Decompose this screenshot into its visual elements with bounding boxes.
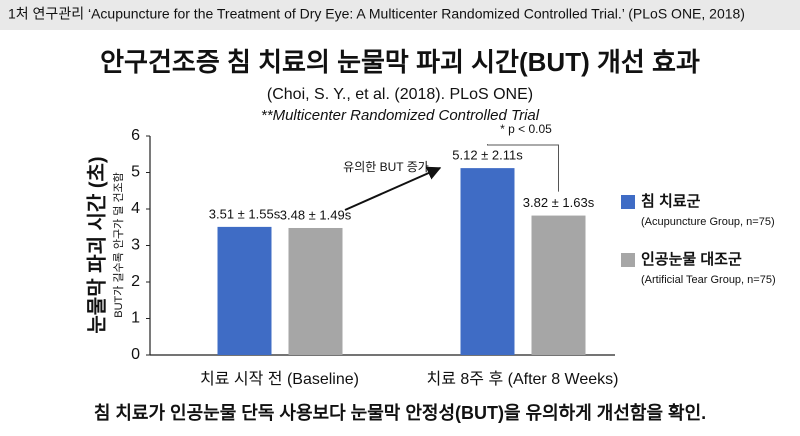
legend-label: 침 치료군 [641,193,701,210]
bar [217,226,272,355]
y-tick-label: 3 [131,237,140,254]
y-tick-label: 4 [131,200,140,217]
legend-swatch [621,195,635,209]
chart-title: 안구건조증 침 치료의 눈물막 파괴 시간(BUT) 개선 효과 [100,47,700,77]
annotation: * p < 0.05 [500,122,552,136]
significance-bracket [487,144,559,192]
citation: (Choi, S. Y., et al. (2018). PLoS ONE) [267,86,533,103]
value-label: 3.82 ± 1.63s [523,195,595,210]
bar [288,227,343,355]
value-label: 5.12 ± 2.11s [452,148,523,163]
bar [460,168,515,355]
subtitle: **Multicenter Randomized Controlled Tria… [261,107,540,124]
header: 1처 연구관리 ‘Acupuncture for the Treatment o… [8,6,745,22]
x-tick-label: 치료 8주 후 (After 8 Weeks) [427,370,619,388]
value-label: 3.48 ± 1.49s [280,207,352,222]
legend-sublabel: (Acupuncture Group, n=75) [641,216,775,228]
x-tick-label: 치료 시작 전 (Baseline) [200,370,359,388]
header-bar [0,0,800,30]
legend-sublabel: (Artificial Tear Group, n=75) [641,274,776,286]
y-axis-label: 눈물막 파괴 시간 (초) [85,156,108,333]
bar [531,215,586,355]
y-tick-label: 0 [131,346,140,363]
y-tick-label: 2 [131,273,140,290]
y-axis-note: BUT가 길수록 안구가 덜 건조함 [112,172,125,318]
legend-label: 인공눈물 대조군 [641,250,742,268]
footer: 침 치료가 인공눈물 단독 사용보다 눈물막 안정성(BUT)을 유의하게 개선… [94,402,706,423]
value-label: 3.51 ± 1.55s [209,206,281,221]
legend-swatch [621,253,635,267]
y-tick-label: 6 [131,127,140,144]
annotation: 유의한 BUT 증가 [343,160,429,174]
y-tick-label: 5 [131,164,140,181]
y-tick-label: 1 [131,310,140,327]
arrow [344,166,442,211]
